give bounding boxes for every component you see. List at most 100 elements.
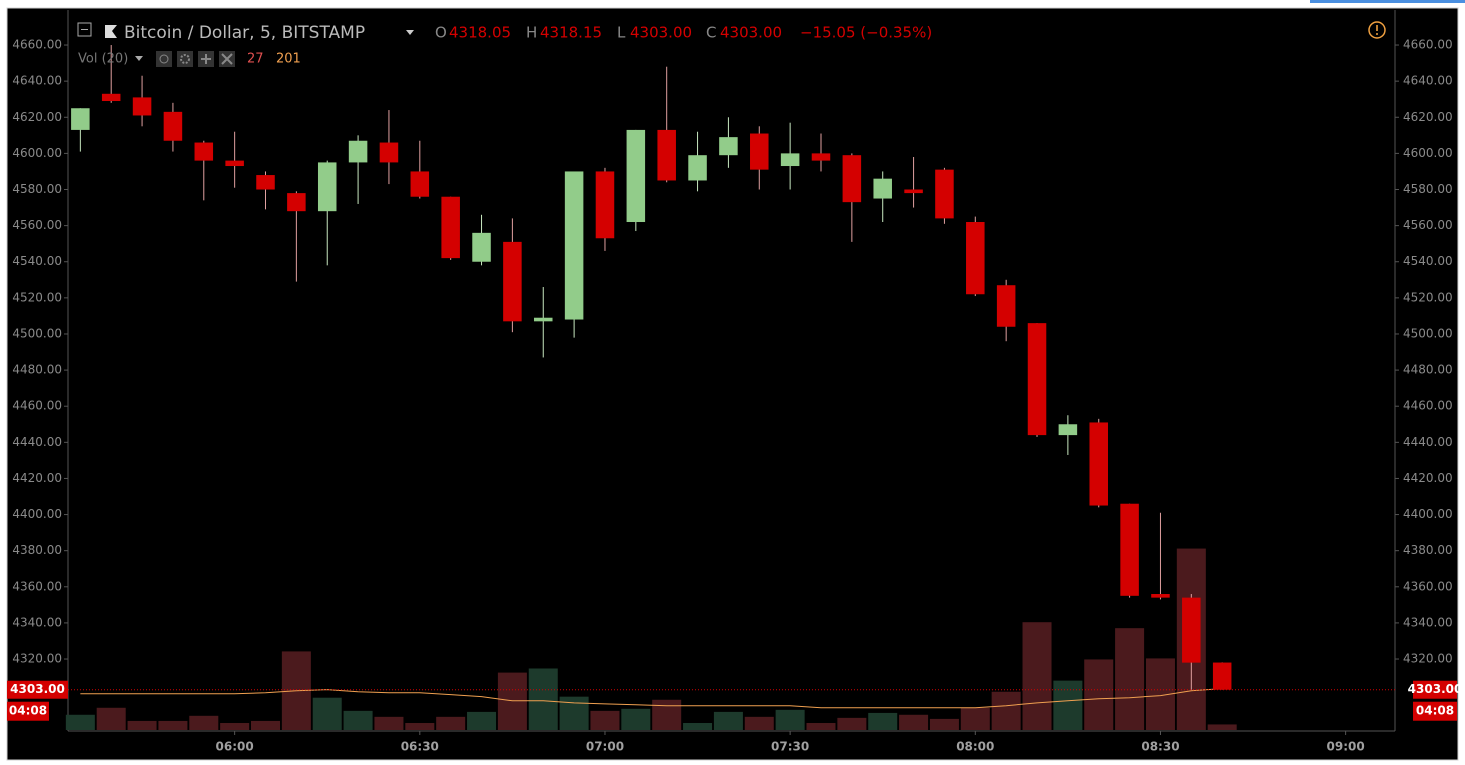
- candle-body: [904, 189, 923, 194]
- y-tick-label: 4520.00: [12, 290, 62, 304]
- volume-legend-name[interactable]: Vol (20): [78, 52, 128, 67]
- volume-bar: [899, 714, 929, 730]
- volume-bar: [1053, 680, 1083, 730]
- ohlc-value: 4318.15: [540, 24, 602, 42]
- top-strip: [1310, 0, 1465, 3]
- volume-bar: [621, 708, 651, 730]
- alert-icon[interactable]: [1368, 21, 1386, 39]
- candle-body: [719, 137, 738, 156]
- candle-body: [194, 142, 214, 161]
- volume-bar: [868, 712, 898, 730]
- volume-bar: [1115, 628, 1145, 730]
- y-tick-label: 4560.00: [12, 218, 62, 232]
- y-tick-label: 4640.00: [12, 74, 62, 88]
- ohlc-key: L: [617, 24, 626, 42]
- volume-settings-icon: [180, 54, 190, 64]
- ohlc-key: H: [526, 24, 537, 42]
- candle-body: [780, 153, 800, 167]
- y-tick-label: 4360.00: [1403, 579, 1453, 593]
- y-tick-label: 4540.00: [1403, 254, 1453, 268]
- volume-bar: [436, 716, 466, 730]
- y-tick-label: 4540.00: [12, 254, 62, 268]
- y-tick-label: 4480.00: [1403, 363, 1453, 377]
- x-tick-label: 08:30: [1141, 740, 1179, 754]
- volume-eye-button[interactable]: [156, 51, 172, 67]
- y-tick-label: 4320.00: [12, 652, 62, 666]
- y-tick-label: 4620.00: [1403, 110, 1453, 124]
- volume-bar: [1022, 622, 1052, 730]
- x-tick-label: 06:30: [401, 740, 439, 754]
- countdown-tag: [1413, 701, 1457, 721]
- y-tick-label: 4640.00: [1403, 74, 1453, 88]
- volume-bar: [775, 709, 805, 730]
- volume-bar: [96, 707, 126, 730]
- candle-body: [935, 169, 954, 219]
- y-tick-label: 4600.00: [1403, 146, 1453, 160]
- countdown-label: 04:08: [1416, 704, 1454, 718]
- y-tick-label: 4600.00: [12, 146, 62, 160]
- volume-bar: [683, 723, 713, 730]
- alert-icon-dot: [1376, 33, 1378, 35]
- volume-bar: [652, 699, 682, 730]
- last-price-label: 4303.00: [1408, 682, 1463, 696]
- y-tick-label: 4320.00: [1403, 652, 1453, 666]
- volume-add-icon: [201, 54, 211, 64]
- symbol-title[interactable]: Bitcoin / Dollar, 5, BITSTAMP: [124, 23, 365, 43]
- volume-dropdown[interactable]: [135, 56, 143, 61]
- countdown-tag: [7, 701, 49, 721]
- y-tick-label: 4380.00: [12, 543, 62, 557]
- candle-body: [657, 129, 676, 181]
- chart-background: [6, 7, 1459, 761]
- volume-bar: [251, 720, 281, 730]
- candle-body: [1212, 662, 1232, 690]
- ohlc-key: O: [435, 24, 447, 42]
- volume-bar: [189, 715, 219, 730]
- candle-body: [472, 232, 491, 262]
- y-tick-label: 4460.00: [12, 399, 62, 413]
- candle-body: [441, 196, 460, 259]
- volume-bar: [806, 723, 836, 730]
- x-tick-label: 07:30: [771, 740, 809, 754]
- volume-bar: [497, 672, 527, 730]
- symbol-dropdown[interactable]: [406, 30, 414, 35]
- ohlc-value: 4303.00: [720, 24, 782, 42]
- candle-body: [225, 160, 244, 167]
- y-tick-label: 4500.00: [1403, 326, 1453, 340]
- y-tick-label: 4620.00: [12, 110, 62, 124]
- volume-bar: [65, 714, 95, 730]
- candle-body: [1089, 422, 1108, 506]
- candle-body: [750, 133, 769, 170]
- volume-bar: [1084, 659, 1114, 730]
- candle-body: [132, 97, 152, 116]
- y-tick-label: 4580.00: [12, 182, 62, 196]
- volume-ma-value: 201: [276, 52, 301, 67]
- x-tick-label: 06:00: [216, 740, 254, 754]
- candle-body: [503, 241, 522, 322]
- y-tick-label: 4360.00: [12, 579, 62, 593]
- volume-bar: [960, 707, 990, 730]
- price-change: −15.05 (−0.35%): [800, 24, 932, 42]
- volume-remove-icon: [221, 53, 233, 65]
- ohlc-key: C: [706, 24, 716, 42]
- candle-body: [811, 153, 831, 161]
- volume-bar: [1207, 724, 1237, 730]
- volume-settings-button[interactable]: [177, 51, 193, 67]
- volume-eye-icon: [159, 54, 169, 64]
- y-tick-label: 4660.00: [1403, 38, 1453, 52]
- y-tick-label: 4660.00: [12, 38, 62, 52]
- candle-body: [626, 129, 646, 223]
- y-tick-label: 4400.00: [12, 507, 62, 521]
- candle-body: [1151, 594, 1170, 598]
- collapse-button[interactable]: [77, 22, 92, 37]
- volume-bar: [343, 710, 373, 730]
- candle-body: [842, 155, 862, 203]
- symbol-flag: [105, 25, 117, 38]
- candle-body: [966, 222, 985, 295]
- volume-bar: [127, 720, 157, 730]
- countdown-label: 04:08: [9, 704, 47, 718]
- candle-body: [595, 171, 615, 239]
- volume-ma-line: [80, 688, 1223, 709]
- x-tick-label: 07:00: [586, 740, 624, 754]
- volume-bar: [991, 691, 1021, 730]
- volume-bar: [713, 711, 743, 730]
